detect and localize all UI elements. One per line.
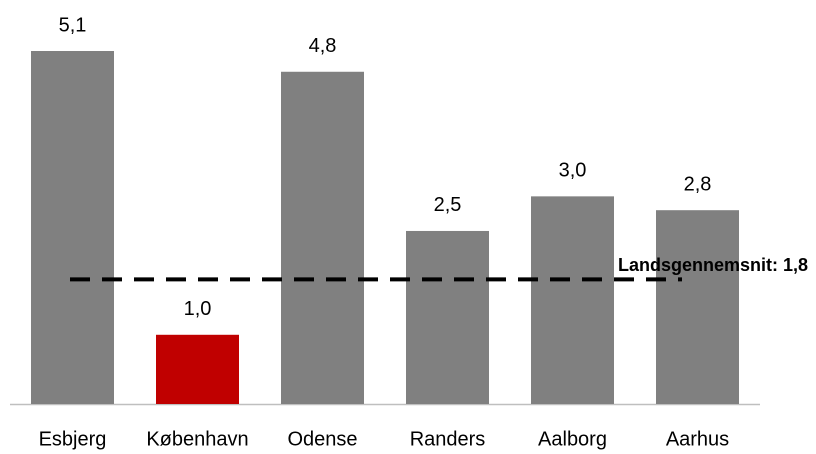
data-label: 2,5	[434, 194, 462, 216]
data-label: 3,0	[559, 160, 587, 182]
reference-label: Landsgennemsnit: 1,8	[618, 255, 808, 275]
data-label: 5,1	[59, 14, 87, 36]
x-tick-label: København	[146, 428, 248, 450]
x-tick-label: Aarhus	[666, 428, 729, 450]
data-label: 4,8	[309, 35, 337, 57]
bar	[156, 334, 239, 404]
data-label: 1,0	[184, 298, 212, 320]
data-label: 2,8	[684, 173, 712, 195]
bar	[656, 210, 739, 404]
bar	[31, 51, 114, 404]
x-tick-label: Esbjerg	[39, 428, 107, 450]
x-tick-label: Aalborg	[538, 428, 607, 450]
x-tick-label: Odense	[287, 428, 357, 450]
bar	[281, 71, 364, 404]
bar	[406, 230, 489, 404]
x-tick-label: Randers	[410, 428, 486, 450]
bar	[531, 196, 614, 404]
